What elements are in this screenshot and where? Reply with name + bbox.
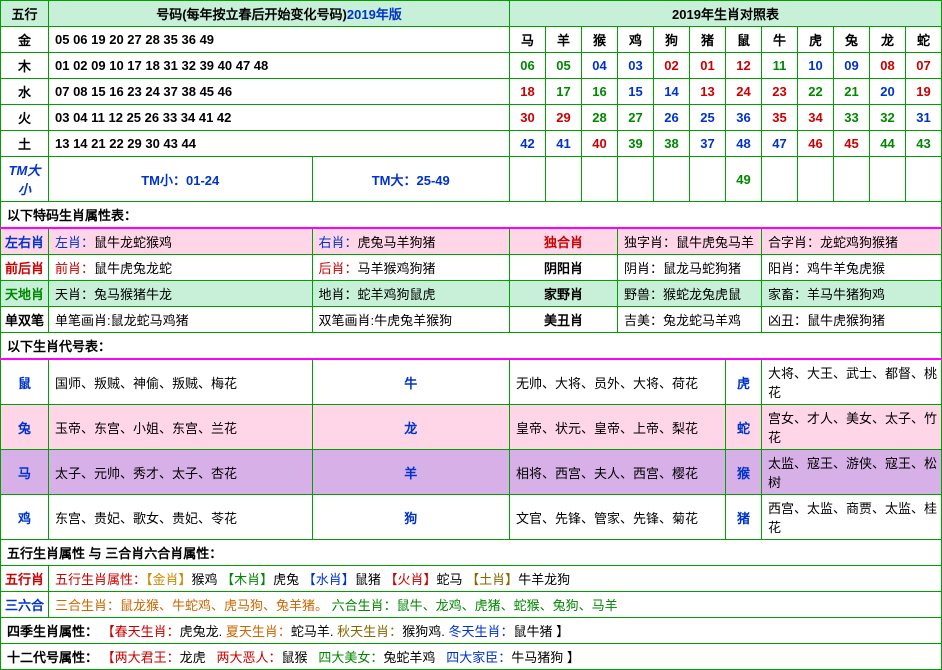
number-header: 号码(每年按立春后开始变化号码)2019年版	[49, 1, 510, 27]
tm-row: TM大小 TM小：01-24 TM大：25-49 49	[1, 157, 942, 202]
attr-label: 单双笔	[1, 307, 49, 333]
sanliu-text: 三合生肖：鼠龙猴、牛蛇鸡、虎马狗、兔羊猪。 六合生肖：鼠牛、龙鸡、虎猪、蛇猴、兔…	[49, 592, 942, 618]
element-jin: 金	[1, 27, 49, 53]
attr-label: 左右肖	[1, 228, 49, 255]
wuxing-header: 五行	[1, 1, 49, 27]
row-tu: 土 13 14 21 22 29 30 43 44 42414039383748…	[1, 131, 942, 157]
code-title: 以下生肖代号表：	[1, 333, 942, 360]
row-mu: 木 01 02 09 10 17 18 31 32 39 40 47 48 06…	[1, 53, 942, 79]
attr-label: 天地肖	[1, 281, 49, 307]
zodiac-header: 2019年生肖对照表	[510, 1, 942, 27]
wuxing-attr-title: 五行生肖属性 与 三合肖六合肖属性：	[1, 540, 942, 566]
twelve-row: 十二代号属性： 【两大君王：龙虎 两大恶人：鼠猴 四大美女：兔蛇羊鸡 四大家臣：…	[1, 644, 942, 670]
main-table: 五行 号码(每年按立春后开始变化号码)2019年版 2019年生肖对照表 金 0…	[0, 0, 942, 670]
attr-title: 以下特码生肖属性表：	[1, 202, 942, 229]
wuxing-attr-text: 五行生肖属性：【金肖】猴鸡 【木肖】虎兔 【水肖】鼠猪 【火肖】蛇马 【土肖】牛…	[49, 566, 942, 592]
attr-label: 前后肖	[1, 255, 49, 281]
jin-numbers: 05 06 19 20 27 28 35 36 49	[49, 27, 510, 53]
row-shui: 水 07 08 15 16 23 24 37 38 45 46 18171615…	[1, 79, 942, 105]
seasons-row: 四季生肖属性： 【春天生肖：虎兔龙. 夏天生肖：蛇马羊. 秋天生肖：猴狗鸡. 冬…	[1, 618, 942, 644]
row-huo: 火 03 04 11 12 25 26 33 34 41 42 30292827…	[1, 105, 942, 131]
